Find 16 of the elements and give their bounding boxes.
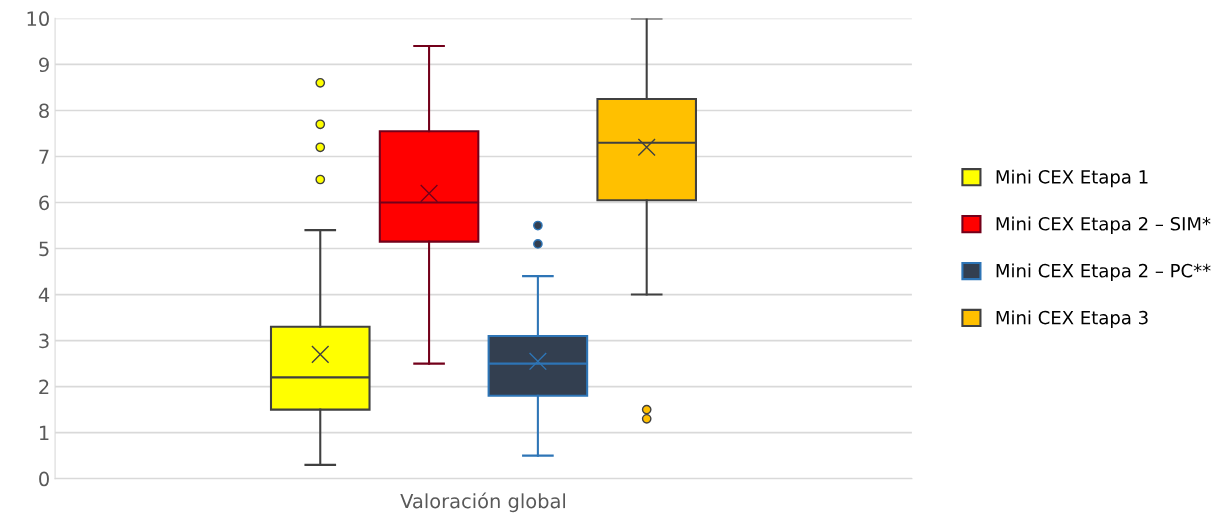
y-tick-label: 1: [39, 425, 49, 441]
y-tick-label: 9: [39, 57, 49, 73]
y-tick-label: 8: [39, 103, 49, 119]
legend-label: Mini CEX Etapa 2 – SIM*: [996, 216, 1211, 235]
y-tick-label: 2: [39, 379, 49, 394]
y-tick-label: 7: [39, 149, 49, 164]
y-tick-label: 6: [39, 195, 49, 211]
y-tick-label: 10: [27, 11, 49, 27]
y-tick-label: 5: [39, 241, 49, 257]
y-tick-label: 4: [38, 287, 50, 302]
x-tick-label: Valoración global: [400, 492, 566, 513]
legend-label: Mini CEX Etapa 3: [996, 310, 1148, 328]
y-tick-label: 0: [39, 471, 49, 487]
y-tick-label: 3: [39, 333, 49, 349]
legend-label: Mini CEX Etapa 2 – PC**: [996, 263, 1211, 281]
legend-label: Mini CEX Etapa 1: [996, 169, 1148, 188]
